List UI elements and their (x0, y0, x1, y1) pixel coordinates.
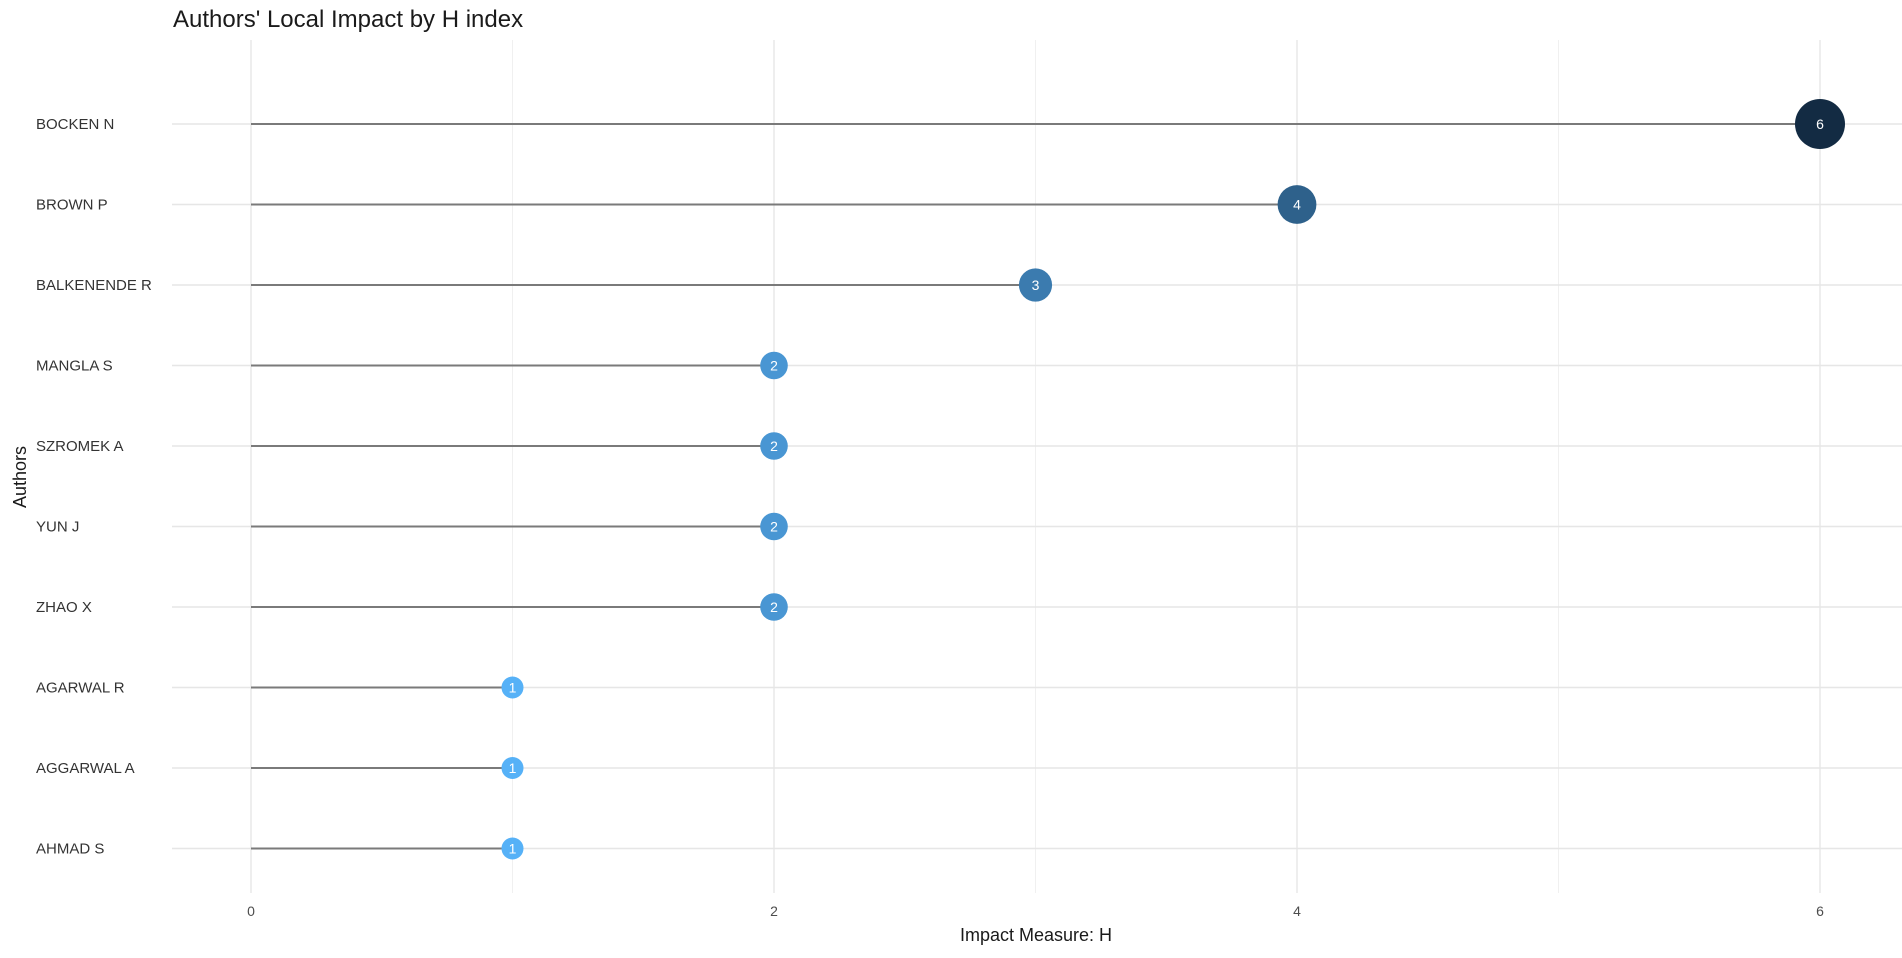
y-tick-label: YUN J (36, 519, 79, 536)
point-value-label: 2 (770, 438, 778, 454)
point-value-label: 2 (770, 599, 778, 615)
points-layer: 6 4 3 2 2 2 2 1 1 1 (501, 99, 1845, 860)
point-value-label: 1 (509, 680, 517, 696)
lollipop-point (1277, 185, 1317, 224)
x-tick-label: 6 (1816, 903, 1824, 919)
lollipop-point (760, 351, 788, 380)
y-tick-label: MANGLA S (36, 358, 113, 375)
y-tick-label: BOCKEN N (36, 116, 114, 133)
x-tick-label: 2 (770, 903, 778, 919)
y-tick-label: SZROMEK A (36, 438, 124, 455)
lollipop-point (1795, 99, 1845, 149)
grid-layer (172, 40, 1902, 893)
point-value-label: 1 (509, 760, 517, 776)
labels-layer: BOCKEN N BROWN P BALKENENDE R MANGLA S SZROM… (36, 116, 1824, 919)
lollipop-point (760, 512, 788, 541)
y-tick-label: BROWN P (36, 197, 108, 214)
point-value-label: 6 (1816, 116, 1824, 132)
chart-title: Authors' Local Impact by H index (173, 6, 523, 33)
lollipop-point (501, 757, 524, 779)
y-tick-label: ZHAO X (36, 599, 92, 616)
lollipop-point (760, 593, 788, 621)
point-value-label: 1 (509, 841, 517, 857)
lollipop-point (501, 837, 524, 860)
x-tick-label: 0 (247, 903, 255, 919)
stems-layer (251, 123, 1820, 850)
lollipop-point (501, 676, 524, 699)
y-tick-label: AHMAD S (36, 841, 104, 858)
x-axis-title: Impact Measure: H (960, 925, 1112, 945)
lollipop-point (1018, 268, 1053, 302)
lollipop-point (760, 432, 788, 460)
point-value-label: 3 (1032, 277, 1040, 293)
point-value-label: 4 (1293, 197, 1301, 213)
y-tick-label: AGGARWAL A (36, 760, 135, 777)
point-value-label: 2 (770, 358, 778, 374)
y-tick-label: AGARWAL R (36, 680, 125, 697)
x-tick-label: 4 (1293, 903, 1301, 919)
y-axis-title: Authors (10, 446, 30, 508)
y-tick-label: BALKENENDE R (36, 277, 152, 294)
point-value-label: 2 (770, 519, 778, 535)
